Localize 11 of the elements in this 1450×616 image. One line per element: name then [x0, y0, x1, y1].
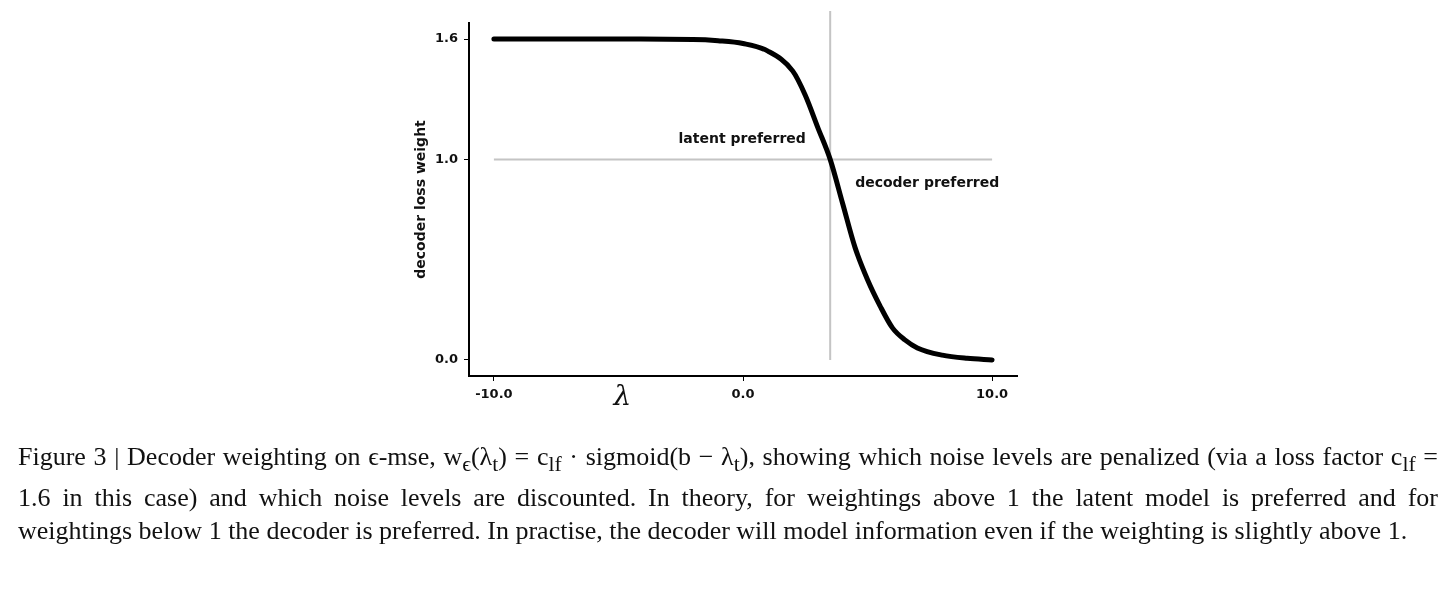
x-tick-label: 0.0: [731, 386, 755, 402]
y-tick-label: 1.6: [434, 30, 458, 46]
x-tick-label: 10.0: [976, 386, 1009, 402]
x-axis-title: λ: [612, 379, 632, 413]
x-tick-label: -10.0: [475, 386, 513, 402]
y-axis-title: decoder loss weight: [411, 119, 428, 279]
text: Figure 3 | Decoder weighting on ϵ-mse, w$_{ϵ}$(λ$_{t}$) = c$_{lf}$ · sigmoid(b − λ$_{t}$), showing which noise levels are penalized (via a loss factor c$_{lf}$ = 1.6 in this case) and which noise levels are discounted. In theory, for weightings above 1 the latent model is preferred and for weightings below 1 the decoder is preferred. In practise, the decoder will model information even if the weighting is slightly above 1.: [18, 442, 1438, 546]
y-tick-label: 1.0: [434, 150, 458, 166]
y-tick-label: 0.0: [434, 351, 458, 367]
annotation: decoder preferred: [855, 174, 1000, 191]
annotation: latent preferred: [678, 130, 806, 147]
